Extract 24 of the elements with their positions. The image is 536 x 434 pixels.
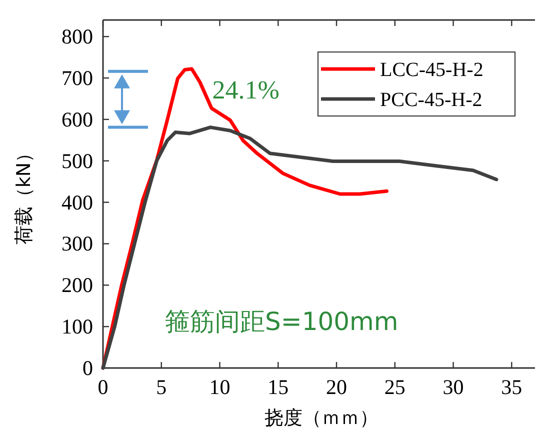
annotation: 24.1% — [212, 76, 280, 105]
x-tick-label: 25 — [384, 375, 406, 399]
y-tick-label: 600 — [62, 107, 93, 132]
x-tick-label: 35 — [501, 375, 522, 399]
line-series — [101, 126, 498, 370]
x-tick-label: 10 — [209, 375, 230, 399]
y-tick-label: 400 — [62, 190, 93, 214]
x-axis-title: 挠度（ｍｍ） — [264, 407, 378, 429]
y-tick-label: 300 — [62, 232, 93, 256]
annotation: 箍筋间距S=100mm — [165, 307, 398, 336]
legend-label: LCC-45-H-2 — [380, 59, 484, 81]
y-tick-label: 0 — [82, 356, 93, 380]
y-tick-label: 100 — [62, 314, 93, 339]
y-tick-label: 200 — [62, 273, 93, 298]
x-tick-label: 0 — [98, 375, 108, 399]
y-tick-label: 700 — [62, 66, 93, 90]
x-tick-label: 30 — [442, 375, 464, 399]
legend-label: PCC-45-H-2 — [380, 89, 482, 111]
y-tick-label: 800 — [62, 24, 93, 49]
y-axis-title: 荷载（kN） — [13, 143, 35, 245]
x-tick-label: 15 — [268, 375, 289, 399]
x-tick-label: 20 — [326, 375, 348, 399]
x-tick-label: 5 — [156, 375, 167, 399]
y-tick-label: 500 — [62, 148, 93, 173]
